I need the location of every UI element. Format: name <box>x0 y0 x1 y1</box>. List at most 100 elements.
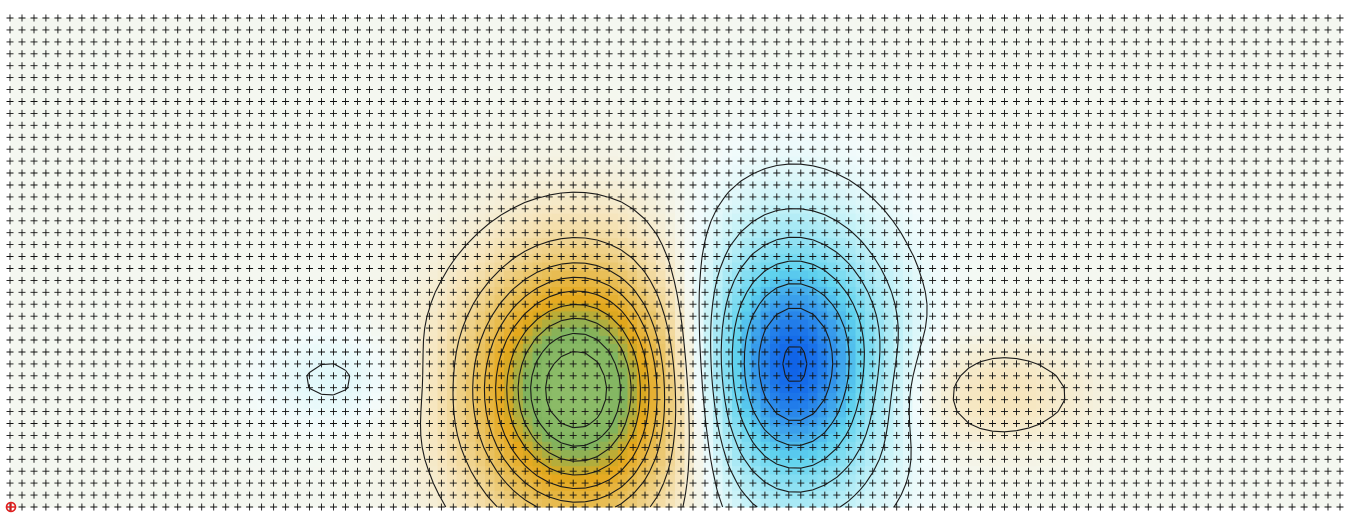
heatmap-cell <box>542 148 553 158</box>
heatmap-cell <box>912 189 923 198</box>
heatmap-cell <box>1045 132 1056 141</box>
heatmap-cell <box>675 197 686 207</box>
heatmap-cell <box>323 172 334 182</box>
heatmap-cell <box>912 83 923 92</box>
heatmap-cell <box>741 66 752 76</box>
heatmap-cell <box>504 107 515 117</box>
heatmap-cell <box>162 115 173 125</box>
heatmap-cell <box>722 91 733 101</box>
heatmap-cell <box>817 75 828 84</box>
heatmap-cell <box>1017 66 1028 76</box>
heatmap-cell <box>57 189 68 198</box>
heatmap-cell <box>1055 107 1066 117</box>
heatmap-cell <box>1102 99 1113 109</box>
heatmap-cell <box>665 58 676 68</box>
heatmap-cell <box>884 197 895 207</box>
heatmap-cell <box>827 91 838 101</box>
heatmap-cell <box>456 213 467 223</box>
heatmap-cell <box>770 99 781 109</box>
heatmap-cell <box>580 221 591 231</box>
heatmap-cell <box>713 50 724 60</box>
heatmap-cell <box>1055 295 1066 304</box>
heatmap-cell <box>931 189 942 198</box>
heatmap-cell <box>295 205 306 215</box>
heatmap-cell <box>1188 115 1199 125</box>
heatmap-cell <box>1321 189 1332 198</box>
heatmap-cell <box>247 50 258 60</box>
heatmap-cell <box>437 205 448 215</box>
heatmap-cell <box>903 75 914 84</box>
heatmap-cell <box>1055 156 1066 166</box>
heatmap-cell <box>941 238 952 247</box>
heatmap-cell <box>846 66 857 76</box>
heatmap-cell <box>931 132 942 141</box>
heatmap-cell <box>67 83 78 92</box>
heatmap-cell <box>656 18 667 27</box>
heatmap-cell <box>105 123 116 133</box>
heatmap-cell <box>684 246 695 255</box>
heatmap-cell <box>181 148 192 158</box>
heatmap-cell <box>637 42 648 52</box>
heatmap-cell <box>1292 132 1303 141</box>
heatmap-cell <box>1302 270 1313 280</box>
heatmap-cell <box>732 303 743 312</box>
heatmap-cell <box>618 189 629 198</box>
heatmap-cell <box>732 164 743 174</box>
heatmap-cell <box>1330 91 1341 101</box>
heatmap-cell <box>960 197 971 207</box>
heatmap-cell <box>1292 148 1303 158</box>
heatmap-cell <box>152 50 163 60</box>
heatmap-cell <box>1150 229 1161 239</box>
heatmap-cell <box>143 115 154 125</box>
heatmap-cell <box>713 26 724 35</box>
heatmap-cell <box>266 107 277 117</box>
heatmap-cell <box>219 115 230 125</box>
heatmap-cell <box>627 107 638 117</box>
heatmap-cell <box>732 132 743 141</box>
heatmap-cell <box>922 91 933 101</box>
heatmap-cell <box>38 66 49 76</box>
heatmap-cell <box>418 115 429 125</box>
heatmap-cell <box>1235 172 1246 182</box>
heatmap-cell <box>95 303 106 312</box>
heatmap-cell <box>865 262 876 272</box>
heatmap-cell <box>1017 205 1028 215</box>
heatmap-cell <box>779 164 790 174</box>
heatmap-cell <box>618 229 629 239</box>
heatmap-cell <box>133 205 144 215</box>
heatmap-cell <box>390 295 401 304</box>
heatmap-cell <box>827 148 838 158</box>
heatmap-cell <box>1007 66 1018 76</box>
heatmap-cell <box>171 132 182 141</box>
heatmap-cell <box>684 262 695 272</box>
heatmap-cell <box>1169 189 1180 198</box>
heatmap-cell <box>371 246 382 255</box>
heatmap-cell <box>105 197 116 207</box>
heatmap-cell <box>380 278 391 288</box>
heatmap-cell <box>1264 107 1275 117</box>
heatmap-cell <box>1150 115 1161 125</box>
heatmap-cell <box>466 262 477 272</box>
heatmap-cell <box>969 156 980 166</box>
heatmap-cell <box>409 254 420 264</box>
heatmap-cell <box>418 66 429 76</box>
heatmap-cell <box>323 189 334 198</box>
heatmap-cell <box>1216 164 1227 174</box>
heatmap-cell <box>922 26 933 35</box>
heatmap-cell <box>741 205 752 215</box>
heatmap-cell <box>352 164 363 174</box>
heatmap-cell <box>551 205 562 215</box>
heatmap-cell <box>760 278 771 288</box>
heatmap-cell <box>732 123 743 133</box>
heatmap-cell <box>95 75 106 84</box>
heatmap-cell <box>485 115 496 125</box>
heatmap-cell <box>599 99 610 109</box>
heatmap-cell <box>551 148 562 158</box>
heatmap-cell <box>988 50 999 60</box>
heatmap-cell <box>599 50 610 60</box>
heatmap-cell <box>1017 189 1028 198</box>
heatmap-cell <box>741 278 752 288</box>
heatmap-cell <box>1226 246 1237 255</box>
heatmap-cell <box>276 221 287 231</box>
heatmap-cell <box>19 278 30 288</box>
